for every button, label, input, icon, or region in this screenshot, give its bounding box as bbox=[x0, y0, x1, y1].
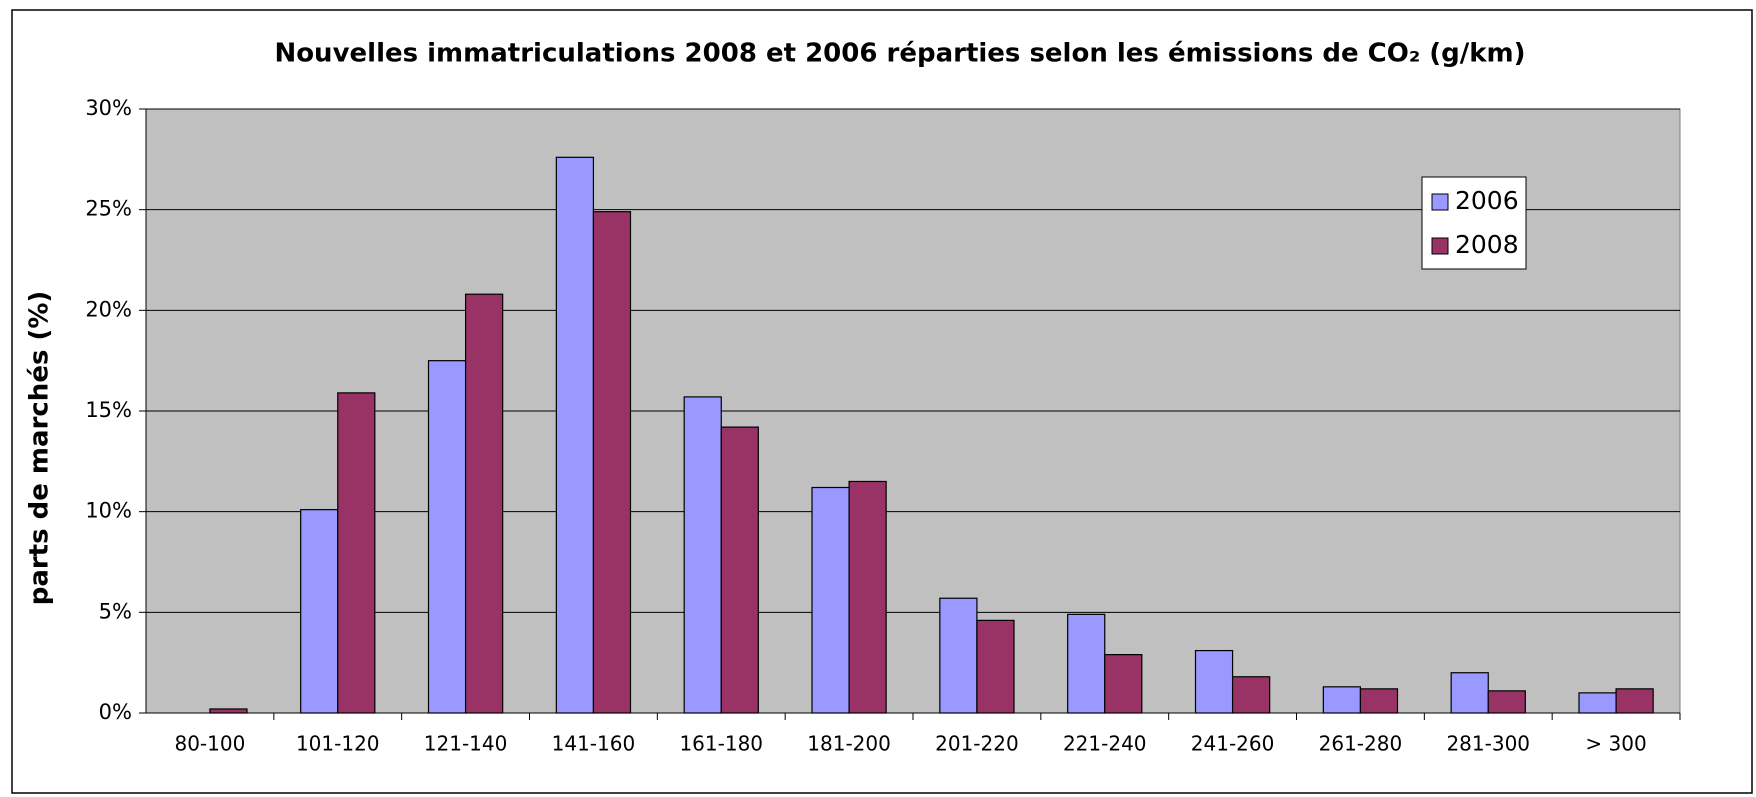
bar bbox=[939, 597, 978, 714]
bar bbox=[811, 486, 850, 714]
bar bbox=[683, 396, 722, 714]
bar bbox=[427, 360, 467, 714]
x-tick-label: 221-240 bbox=[1063, 732, 1147, 756]
y-axis-label: parts de marchés (%) bbox=[25, 291, 55, 606]
bar bbox=[1487, 690, 1526, 714]
x-tick-label: 241-260 bbox=[1191, 732, 1275, 756]
y-tick-label: 5% bbox=[99, 599, 132, 623]
bar bbox=[464, 293, 504, 714]
x-tick-label: 121-140 bbox=[424, 732, 508, 756]
bar bbox=[848, 480, 887, 714]
bar bbox=[337, 392, 376, 714]
x-tick-label: 281-300 bbox=[1446, 732, 1530, 756]
y-tick-label: 10% bbox=[85, 499, 132, 523]
bar bbox=[1359, 688, 1399, 714]
bar bbox=[1067, 613, 1106, 714]
x-tick-label: 181-200 bbox=[807, 732, 891, 756]
legend-label: 2008 bbox=[1455, 230, 1519, 259]
bar bbox=[1615, 688, 1654, 714]
legend-swatch bbox=[1431, 193, 1449, 211]
chart-title: Nouvelles immatriculations 2008 et 2006 … bbox=[274, 39, 1525, 69]
bar bbox=[209, 708, 248, 714]
x-tick-label: 80-100 bbox=[174, 732, 245, 756]
x-tick-label: 141-160 bbox=[552, 732, 636, 756]
bar bbox=[1231, 676, 1271, 714]
bar bbox=[1194, 649, 1234, 714]
x-tick-label: 261-280 bbox=[1319, 732, 1403, 756]
y-tick-label: 15% bbox=[85, 398, 132, 422]
bar bbox=[1578, 692, 1617, 714]
legend-label: 2006 bbox=[1455, 186, 1519, 215]
bar bbox=[555, 156, 595, 714]
x-tick-label: > 300 bbox=[1585, 732, 1646, 756]
x-tick-label: 201-220 bbox=[935, 732, 1019, 756]
bar bbox=[1450, 672, 1489, 714]
bar bbox=[592, 211, 632, 714]
y-tick-label: 20% bbox=[85, 297, 132, 321]
legend-swatch bbox=[1431, 237, 1449, 255]
bar bbox=[1104, 654, 1143, 714]
x-tick-label: 161-180 bbox=[679, 732, 763, 756]
y-tick-label: 30% bbox=[85, 96, 132, 120]
y-tick-label: 0% bbox=[99, 700, 132, 724]
bar bbox=[300, 509, 339, 714]
bar bbox=[976, 619, 1015, 714]
bar bbox=[1322, 686, 1362, 714]
x-tick-label: 101-120 bbox=[296, 732, 380, 756]
bar bbox=[720, 426, 759, 714]
y-tick-label: 25% bbox=[85, 197, 132, 221]
